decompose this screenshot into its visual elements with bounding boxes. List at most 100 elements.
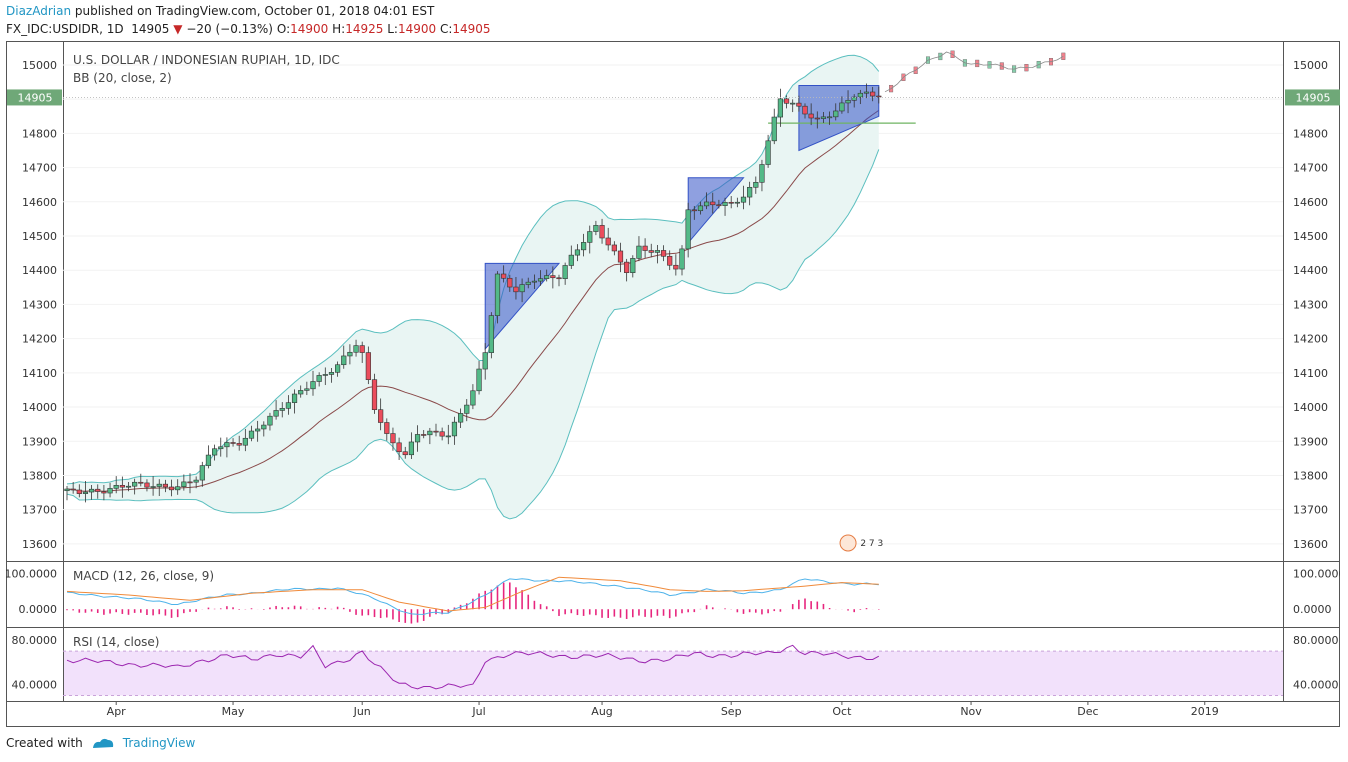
candle-body (421, 434, 427, 436)
last-price: 14905 (131, 22, 170, 36)
candle-body (390, 433, 396, 444)
candle-body (414, 434, 421, 443)
candle-body (537, 278, 544, 282)
candle-body (341, 355, 347, 366)
candle-body (790, 102, 796, 105)
candle-body (488, 315, 494, 353)
open-value: 14900 (290, 22, 329, 36)
candle-body (181, 481, 187, 487)
candle-body (562, 265, 568, 280)
macd-tick-label-right: 100.0000 (1293, 568, 1340, 581)
candle-body (378, 409, 384, 423)
rsi-tick-label-right: 80.0000 (1293, 634, 1339, 647)
candle-body (580, 242, 587, 251)
candle-body (101, 491, 107, 494)
candle-body (322, 374, 328, 376)
tradingview-link[interactable]: TradingView (122, 736, 196, 750)
candle-body (771, 116, 777, 142)
price-tick-label-left: 14200 (22, 333, 57, 346)
candle-body (132, 481, 138, 487)
candle-body (162, 483, 169, 488)
candle-body (193, 479, 199, 483)
price-tick-label-left: 13800 (22, 469, 57, 482)
last-price-tag-right: 14905 (1296, 91, 1331, 104)
candle-body (648, 250, 654, 253)
candle-body (845, 99, 851, 104)
candle-body (125, 485, 132, 488)
price-tick-label-right: 14800 (1293, 127, 1328, 140)
candle-body (605, 237, 611, 246)
price-tick-label-right: 14300 (1293, 298, 1328, 311)
candle-body (273, 410, 279, 417)
candle-body (218, 446, 224, 450)
time-axis-label: Aug (591, 705, 612, 718)
candle-body (753, 182, 759, 188)
candle-body (765, 140, 771, 165)
price-tick-label-left: 14000 (22, 401, 57, 414)
candle-body (107, 488, 113, 494)
rsi-tick-label-left: 80.0000 (12, 634, 58, 647)
candle-body (759, 164, 765, 183)
candle-body (279, 408, 285, 411)
last-price-tag-left: 14905 (18, 91, 53, 104)
time-axis-label: Nov (960, 705, 982, 718)
candle-body (334, 364, 341, 373)
candle-body (513, 286, 519, 293)
candle-body (347, 351, 353, 357)
candle-body (353, 345, 359, 353)
candle-body (617, 250, 624, 263)
price-tick-label-right: 14100 (1293, 367, 1328, 380)
event-marker-icon (839, 534, 857, 552)
candle-body (205, 454, 212, 466)
price-tick-label-right: 14500 (1293, 230, 1328, 243)
time-axis-label: Sep (721, 705, 742, 718)
price-tick-label-left: 14800 (22, 127, 57, 140)
candle-body (248, 430, 255, 439)
candle-body (673, 264, 679, 270)
candle-body (747, 186, 753, 198)
candle-body (833, 110, 839, 118)
candle-body (89, 488, 95, 493)
candle-body (482, 352, 488, 370)
chart-svg[interactable]: 1500015000149001490014800148001470014700… (5, 41, 1346, 727)
candle-body (408, 441, 415, 456)
candle-body (525, 281, 531, 285)
chart-border (6, 41, 1340, 727)
candle-body (359, 345, 365, 353)
high-value: 14925 (345, 22, 384, 36)
close-value: 14905 (452, 22, 491, 36)
low-value: 14900 (397, 22, 437, 36)
candle-body (808, 113, 814, 119)
publish-info: DiazAdrian published on TradingView.com,… (6, 4, 434, 18)
chart-frame[interactable]: 1500015000149001490014800148001470014700… (5, 41, 1346, 727)
chart-title: U.S. DOLLAR / INDONESIAN RUPIAH, 1D, IDC (73, 53, 340, 67)
candle-body (531, 280, 537, 283)
low-label: L: (387, 22, 398, 36)
candle-body (501, 273, 507, 279)
candle-body (168, 486, 175, 491)
author-link[interactable]: DiazAdrian (6, 4, 72, 18)
candle-body (402, 451, 408, 456)
candle-body (710, 201, 716, 206)
rsi-band (64, 651, 1283, 696)
open-label: O: (276, 22, 291, 36)
candle-body (857, 92, 863, 98)
candle-body (599, 225, 605, 239)
rsi-tick-label-left: 40.0000 (12, 678, 58, 691)
candle-body (457, 413, 464, 423)
candle-body (371, 379, 378, 410)
candle-body (298, 390, 304, 395)
candle-body (304, 388, 310, 391)
price-tick-label-right: 13600 (1293, 538, 1328, 551)
price-change: −20 (−0.13%) (186, 22, 273, 36)
candle-body (660, 250, 667, 257)
candle-body (494, 273, 501, 316)
candle-body (716, 204, 722, 207)
down-arrow-icon: ▼ (173, 22, 183, 36)
candle-body (138, 481, 144, 484)
triangle-pattern-3 (798, 85, 880, 152)
candle-body (851, 96, 857, 101)
candle-body (624, 261, 630, 273)
candle-body (175, 486, 181, 491)
price-tick-label-right: 13900 (1293, 435, 1328, 448)
